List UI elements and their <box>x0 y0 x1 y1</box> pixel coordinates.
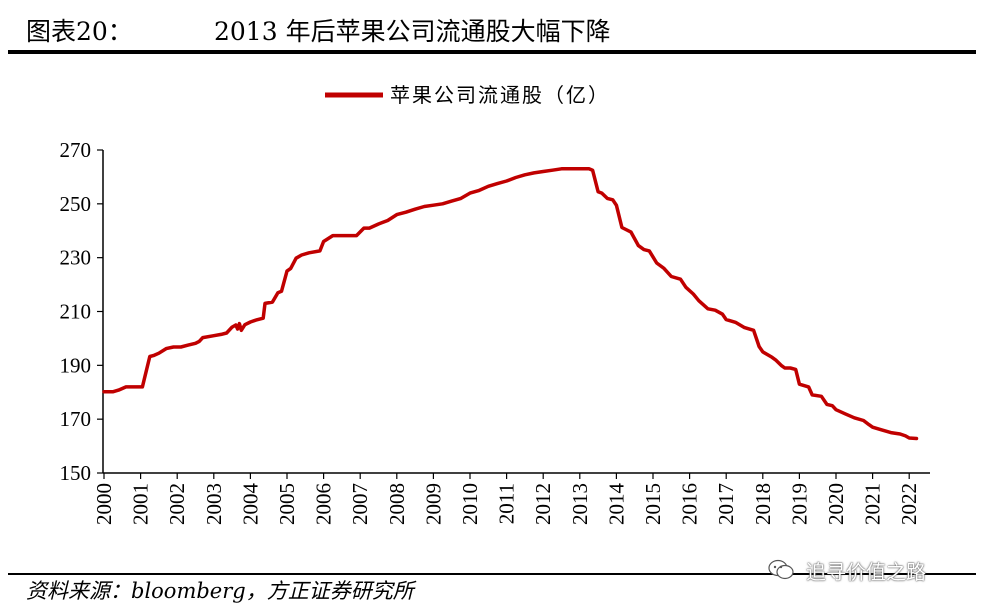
y-tick-label: 150 <box>60 461 92 485</box>
plot-area <box>102 167 919 441</box>
x-tick-label: 2015 <box>641 483 665 525</box>
source-note: 资料来源：bloomberg，方正证券研究所 <box>26 579 414 603</box>
y-tick-label: 270 <box>60 138 92 162</box>
x-tick-label: 2012 <box>531 483 555 525</box>
x-tick-label: 2022 <box>897 483 921 525</box>
wechat-icon <box>768 559 794 580</box>
x-axis: 2000 2001 2002 2003 2004 2005 2006 2007 2008 2009… <box>92 472 930 526</box>
x-tick-label: 2007 <box>348 483 372 525</box>
legend-label: 苹果公司流通股（亿） <box>390 83 610 107</box>
x-tick-label: 2005 <box>275 483 299 525</box>
x-tick-label: 2018 <box>751 483 775 525</box>
figure-label: 图表20： <box>26 17 133 46</box>
x-tick-label: 2011 <box>495 483 519 524</box>
x-tick-label: 2016 <box>678 483 702 525</box>
y-tick-label: 250 <box>60 192 92 216</box>
y-tick-label: 210 <box>60 300 92 324</box>
legend: 苹果公司流通股（亿） <box>325 83 610 107</box>
x-tick-label: 2009 <box>421 483 445 525</box>
y-tick-label: 230 <box>60 246 92 270</box>
x-tick-label: 2003 <box>202 483 226 525</box>
x-tick-label: 2006 <box>312 483 336 525</box>
y-tick-label: 190 <box>60 353 92 377</box>
watermark-text: 追寻价值之路 <box>806 559 926 584</box>
x-tick-label: 2002 <box>165 483 189 525</box>
title-divider <box>8 50 976 54</box>
title-row: 图表20： 2013 年后苹果公司流通股大幅下降 <box>26 14 976 50</box>
x-tick-label: 2004 <box>238 483 262 526</box>
x-tick-label: 2014 <box>604 483 628 526</box>
x-tick-label: 2017 <box>714 483 738 525</box>
series-line-0 <box>102 167 919 441</box>
x-tick-label: 2000 <box>92 483 116 525</box>
x-tick-label: 2008 <box>385 483 409 525</box>
x-tick-label: 2013 <box>568 483 592 525</box>
y-axis: 150 170 190 210 230 250 270 <box>60 138 104 485</box>
x-tick-label: 2010 <box>458 483 482 525</box>
x-tick-label: 2021 <box>861 483 885 525</box>
source-divider <box>8 573 976 575</box>
y-tick-label: 170 <box>60 407 92 431</box>
x-tick-label: 2001 <box>129 483 153 525</box>
watermark: 追寻价值之路 <box>768 556 926 584</box>
chart-title: 2013 年后苹果公司流通股大幅下降 <box>214 17 611 46</box>
x-tick-label: 2020 <box>824 483 848 525</box>
x-tick-label: 2019 <box>787 483 811 525</box>
